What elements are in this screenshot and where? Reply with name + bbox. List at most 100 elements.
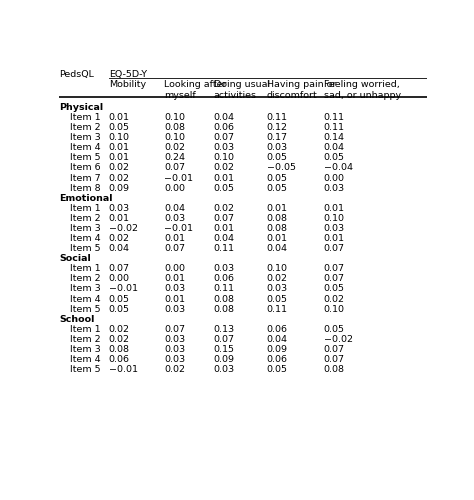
Text: −0.05: −0.05 [267,164,296,172]
Text: −0.02: −0.02 [324,335,353,344]
Text: 0.03: 0.03 [324,184,345,192]
Text: Item 3: Item 3 [70,345,101,354]
Text: 0.07: 0.07 [213,214,235,223]
Text: 0.08: 0.08 [213,294,235,304]
Text: Item 3: Item 3 [70,224,101,233]
Text: 0.11: 0.11 [267,113,288,122]
Text: 0.13: 0.13 [213,325,235,334]
Text: 0.04: 0.04 [109,244,130,253]
Text: 0.03: 0.03 [267,284,288,294]
Text: 0.03: 0.03 [164,304,185,314]
Text: 0.03: 0.03 [109,204,130,213]
Text: 0.03: 0.03 [267,144,288,152]
Text: Item 1: Item 1 [70,204,101,213]
Text: 0.10: 0.10 [164,133,185,142]
Text: Item 5: Item 5 [70,304,101,314]
Text: 0.06: 0.06 [109,355,130,364]
Text: 0.04: 0.04 [213,234,235,243]
Text: 0.15: 0.15 [213,345,235,354]
Text: 0.01: 0.01 [164,234,185,243]
Text: 0.07: 0.07 [164,164,185,172]
Text: Item 8: Item 8 [70,184,101,192]
Text: 0.05: 0.05 [267,154,288,162]
Text: 0.03: 0.03 [164,214,185,223]
Text: Item 4: Item 4 [70,144,101,152]
Text: 0.11: 0.11 [213,284,235,294]
Text: Item 5: Item 5 [70,365,101,374]
Text: 0.08: 0.08 [267,224,288,233]
Text: Item 3: Item 3 [70,284,101,294]
Text: 0.10: 0.10 [324,304,345,314]
Text: School: School [59,314,95,324]
Text: Item 6: Item 6 [70,164,101,172]
Text: 0.01: 0.01 [324,204,345,213]
Text: 0.00: 0.00 [164,264,185,274]
Text: 0.01: 0.01 [267,204,288,213]
Text: 0.12: 0.12 [267,123,288,132]
Text: 0.17: 0.17 [267,133,288,142]
Text: 0.05: 0.05 [324,284,345,294]
Text: Item 7: Item 7 [70,174,101,182]
Text: Looking after
myself: Looking after myself [164,80,227,100]
Text: 0.08: 0.08 [213,304,235,314]
Text: 0.04: 0.04 [164,204,185,213]
Text: Item 5: Item 5 [70,154,101,162]
Text: 0.14: 0.14 [324,133,345,142]
Text: 0.07: 0.07 [324,244,345,253]
Text: 0.01: 0.01 [213,224,235,233]
Text: Item 3: Item 3 [70,133,101,142]
Text: 0.02: 0.02 [109,164,130,172]
Text: 0.07: 0.07 [164,244,185,253]
Text: Item 4: Item 4 [70,355,101,364]
Text: 0.07: 0.07 [109,264,130,274]
Text: 0.02: 0.02 [164,365,185,374]
Text: 0.07: 0.07 [164,325,185,334]
Text: 0.05: 0.05 [267,365,288,374]
Text: 0.03: 0.03 [213,365,235,374]
Text: 0.11: 0.11 [213,244,235,253]
Text: Item 2: Item 2 [70,123,101,132]
Text: 0.03: 0.03 [164,284,185,294]
Text: Item 4: Item 4 [70,234,101,243]
Text: 0.01: 0.01 [164,274,185,283]
Text: 0.06: 0.06 [213,123,235,132]
Text: 0.02: 0.02 [109,335,130,344]
Text: 0.24: 0.24 [164,154,185,162]
Text: Item 1: Item 1 [70,325,101,334]
Text: 0.09: 0.09 [267,345,288,354]
Text: 0.05: 0.05 [324,325,345,334]
Text: Item 2: Item 2 [70,335,101,344]
Text: 0.08: 0.08 [324,365,345,374]
Text: 0.02: 0.02 [213,204,235,213]
Text: 0.03: 0.03 [164,335,185,344]
Text: 0.06: 0.06 [267,355,288,364]
Text: 0.09: 0.09 [109,184,130,192]
Text: 0.00: 0.00 [109,274,130,283]
Text: −0.01: −0.01 [109,284,138,294]
Text: 0.01: 0.01 [324,234,345,243]
Text: 0.04: 0.04 [213,113,235,122]
Text: 0.02: 0.02 [267,274,288,283]
Text: Item 1: Item 1 [70,113,101,122]
Text: 0.03: 0.03 [213,264,235,274]
Text: Emotional: Emotional [59,194,113,202]
Text: Physical: Physical [59,103,103,112]
Text: 0.03: 0.03 [164,345,185,354]
Text: 0.05: 0.05 [109,123,130,132]
Text: 0.11: 0.11 [324,113,345,122]
Text: 0.04: 0.04 [324,144,345,152]
Text: 0.04: 0.04 [267,244,288,253]
Text: 0.07: 0.07 [213,133,235,142]
Text: 0.05: 0.05 [213,184,235,192]
Text: 0.10: 0.10 [324,214,345,223]
Text: 0.05: 0.05 [267,294,288,304]
Text: −0.01: −0.01 [109,365,138,374]
Text: 0.01: 0.01 [109,214,130,223]
Text: 0.00: 0.00 [164,184,185,192]
Text: 0.05: 0.05 [109,304,130,314]
Text: 0.01: 0.01 [109,144,130,152]
Text: 0.02: 0.02 [109,174,130,182]
Text: 0.10: 0.10 [109,133,130,142]
Text: Item 1: Item 1 [70,264,101,274]
Text: 0.02: 0.02 [109,325,130,334]
